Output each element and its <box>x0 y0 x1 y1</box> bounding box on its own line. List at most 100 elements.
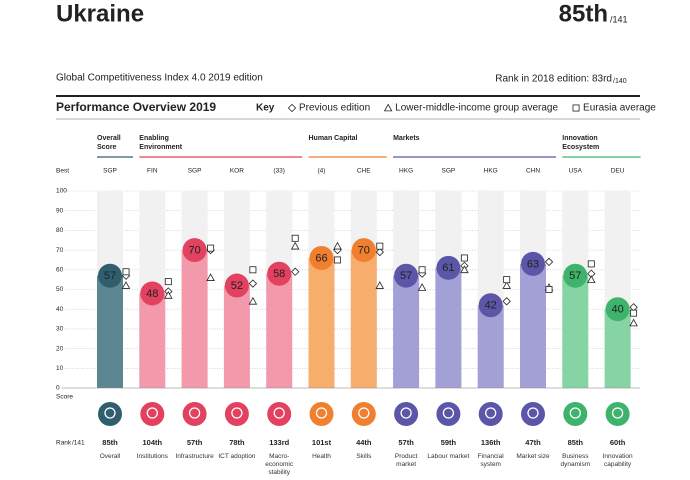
pillar-name: Business dynamism <box>560 453 591 468</box>
rank-value: 78th <box>229 438 245 447</box>
bar <box>308 257 335 388</box>
bar <box>181 250 208 388</box>
legend-marker <box>383 103 393 112</box>
group-label: Overall Score <box>97 135 121 151</box>
value-label: 52 <box>231 280 243 292</box>
value-label: 61 <box>442 262 454 274</box>
square-marker <box>503 276 511 284</box>
square-marker <box>122 268 130 276</box>
y-tick-label: 40 <box>56 306 64 313</box>
diamond-marker <box>375 247 384 257</box>
best-label: HKG <box>484 168 498 175</box>
legend-marker <box>287 103 297 113</box>
bar <box>97 275 123 388</box>
pillar-name: Skills <box>356 453 372 460</box>
value-circle <box>436 255 461 280</box>
bar <box>223 285 250 388</box>
rank-value: 60th <box>610 438 626 447</box>
key-label: Key <box>256 103 275 114</box>
pillar-icon <box>394 402 419 426</box>
value-circle <box>478 293 503 318</box>
group-label: Human Capital <box>308 135 358 142</box>
group-label: Enabling Environment <box>139 135 183 151</box>
value-circle <box>563 263 588 288</box>
pillar-icon-glyph <box>104 407 116 419</box>
square-marker <box>207 244 215 252</box>
pillar-icon <box>309 402 334 426</box>
country: Ukraine <box>56 0 144 27</box>
pillar-icon-glyph <box>358 407 370 419</box>
triangle-marker <box>587 275 596 283</box>
pillar-icon <box>351 402 376 426</box>
diamond-marker <box>544 257 554 267</box>
square-marker <box>418 266 426 274</box>
triangle-marker <box>417 283 427 291</box>
value-circle <box>182 238 207 263</box>
bar <box>266 273 293 388</box>
pillar-icon <box>140 402 165 426</box>
best-label: (4) <box>318 168 326 175</box>
pillar-icon <box>182 402 207 426</box>
edition: Global Competitiveness Index 4.0 2019 ed… <box>56 73 263 84</box>
legend-label: Previous edition <box>299 103 370 114</box>
square-marker <box>291 234 299 242</box>
pillar-name: Infrastructure <box>175 453 214 460</box>
best-label: Best <box>56 168 69 175</box>
y-tick-label: 90 <box>56 207 64 214</box>
rank-value: 101st <box>312 438 332 447</box>
pillar-icon <box>267 402 292 426</box>
triangle-marker <box>164 290 173 299</box>
rank-value: 44th <box>356 438 372 447</box>
triangle-marker <box>290 241 300 250</box>
best-label: FIN <box>147 168 158 175</box>
triangle-marker <box>333 241 342 250</box>
pillar-name: Institutions <box>136 453 168 460</box>
bar <box>393 275 420 388</box>
square-marker <box>334 256 341 264</box>
previous-rank-of: /140 <box>613 78 627 85</box>
pillar-icon-glyph <box>400 407 412 419</box>
best-label: SGP <box>442 168 456 175</box>
value-label: 63 <box>527 258 539 270</box>
pillar-name: Overall <box>99 453 121 460</box>
diamond-marker <box>291 267 300 276</box>
pillar-name: Financial system <box>477 453 504 468</box>
rank-value: 59th <box>441 438 457 447</box>
diamond-marker <box>248 279 258 288</box>
rank-of: /141 <box>610 14 628 24</box>
pillar-icon-glyph <box>527 407 539 419</box>
square-marker <box>460 254 468 262</box>
pillar-name: Health <box>312 453 331 460</box>
bar <box>562 275 589 388</box>
pillar-icon-glyph <box>146 407 158 419</box>
pillar-name: Macro-economic stability <box>265 453 294 476</box>
rank-value: 47th <box>525 438 541 447</box>
pillar-icon-glyph <box>231 407 243 419</box>
pillar-icon <box>478 402 503 426</box>
pillar-icon-glyph <box>273 407 285 419</box>
triangle-marker <box>206 273 215 281</box>
square-marker <box>587 260 595 268</box>
value-circle <box>309 245 334 270</box>
rank-value: 57th <box>398 438 414 447</box>
bar <box>604 309 631 388</box>
value-label: 70 <box>188 245 200 257</box>
pillar-name: Labour market <box>427 453 470 460</box>
y-tick-label: 80 <box>56 227 64 234</box>
chart-title: Performance Overview 2019 <box>56 100 216 114</box>
pillar-name: Innovation capability <box>602 453 633 468</box>
rank-value: 57th <box>187 438 203 447</box>
rank: 85th <box>559 0 608 27</box>
pillar-icon <box>436 402 461 426</box>
triangle-marker <box>502 281 511 289</box>
group-label: Markets <box>393 135 420 142</box>
y-tick-label: 100 <box>56 188 67 195</box>
rank-value: 104th <box>143 438 163 447</box>
y-tick-label: 50 <box>56 286 64 293</box>
pillar-icon <box>563 402 588 426</box>
triangle-marker <box>629 318 638 327</box>
best-label: KOR <box>230 168 244 175</box>
pillar-icon <box>605 402 630 426</box>
